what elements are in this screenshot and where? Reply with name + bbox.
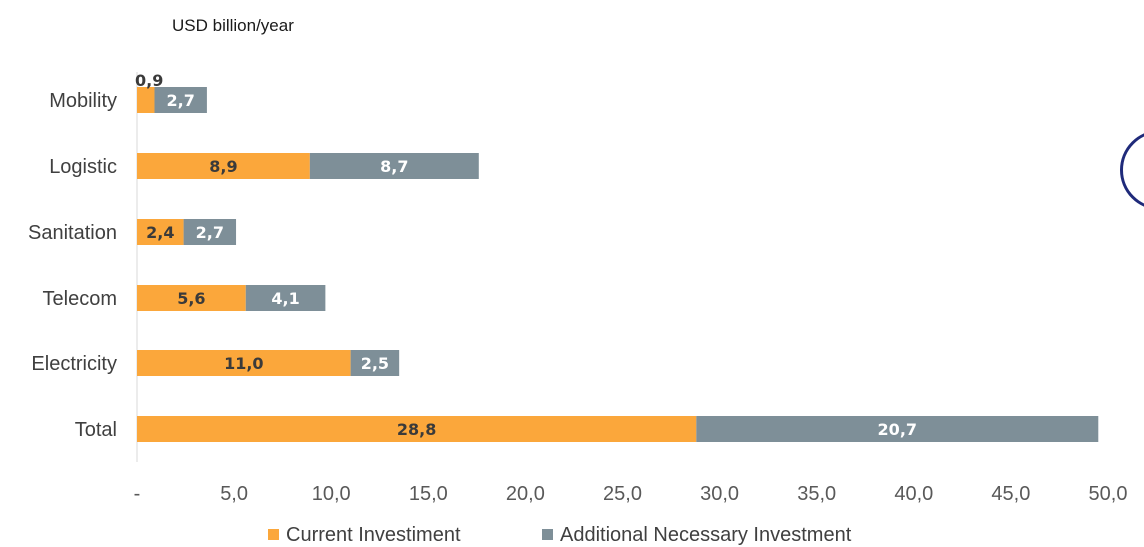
bar-total-additional: [696, 416, 1099, 442]
bar-logistic-additional: [309, 153, 479, 179]
data-label-sanitation-additional: 2,7: [196, 223, 224, 242]
data-label-telecom-additional: 4,1: [271, 289, 299, 308]
bar-electricity-additional: [350, 350, 400, 376]
bar-telecom-current: [137, 285, 246, 311]
x-tick-label: 25,0: [603, 483, 642, 505]
data-label-logistic-additional: 8,7: [380, 157, 408, 176]
data-label-mobility-additional: 2,7: [167, 91, 195, 110]
category-label-total: Total: [75, 419, 117, 441]
bar-telecom-additional: [245, 285, 326, 311]
bars-group: 0,92,78,9 8,72,4 2,75,6 4,111,0 2,528,8 20,7: [135, 71, 1099, 442]
category-labels: Mobility Logistic Sanitation Telecom Electri…: [28, 90, 117, 441]
bar-sanitation-additional: [183, 219, 237, 245]
legend-label-current: Current Investiment: [286, 524, 461, 546]
category-label-telecom: Telecom: [43, 288, 117, 310]
legend: Current Investiment Additional Necessary …: [268, 524, 852, 546]
x-axis-ticks: - 5,0 10,0 15,0 20,0 25,0 30,0 35,0 40,0 45,0 50,0: [134, 483, 1128, 505]
legend-label-additional: Additional Necessary Investment: [560, 524, 852, 546]
x-tick-label: 10,0: [312, 483, 351, 505]
bar-mobility-current: [137, 87, 155, 113]
category-label-sanitation: Sanitation: [28, 222, 117, 244]
bar-sanitation-current: [137, 219, 184, 245]
x-tick-label: -: [134, 483, 141, 505]
data-label-total-additional: 20,7: [878, 420, 917, 439]
unit-label: USD billion/year: [172, 16, 294, 35]
x-tick-label: 45,0: [991, 483, 1030, 505]
x-tick-label: 15,0: [409, 483, 448, 505]
x-tick-label: 40,0: [894, 483, 933, 505]
data-label-logistic-current: 8,9: [209, 157, 237, 176]
x-tick-label: 5,0: [220, 483, 248, 505]
legend-swatch-additional: [542, 529, 553, 540]
category-label-mobility: Mobility: [49, 90, 117, 112]
bar-total-current: [137, 416, 697, 442]
category-label-electricity: Electricity: [31, 353, 117, 375]
data-label-sanitation-current: 2,4: [146, 223, 174, 242]
x-tick-label: 35,0: [797, 483, 836, 505]
legend-swatch-current: [268, 529, 279, 540]
category-label-logistic: Logistic: [49, 156, 117, 178]
data-label-telecom-current: 5,6: [177, 289, 205, 308]
bar-mobility-additional: [154, 87, 207, 113]
x-tick-label: 20,0: [506, 483, 545, 505]
x-tick-label: 50,0: [1089, 483, 1128, 505]
bar-electricity-current: [137, 350, 351, 376]
data-label-mobility-current: 0,9: [135, 71, 163, 90]
data-label-electricity-current: 11,0: [224, 354, 263, 373]
data-label-total-current: 28,8: [397, 420, 436, 439]
bar-logistic-current: [137, 153, 310, 179]
data-label-electricity-additional: 2,5: [361, 354, 389, 373]
x-tick-label: 30,0: [700, 483, 739, 505]
